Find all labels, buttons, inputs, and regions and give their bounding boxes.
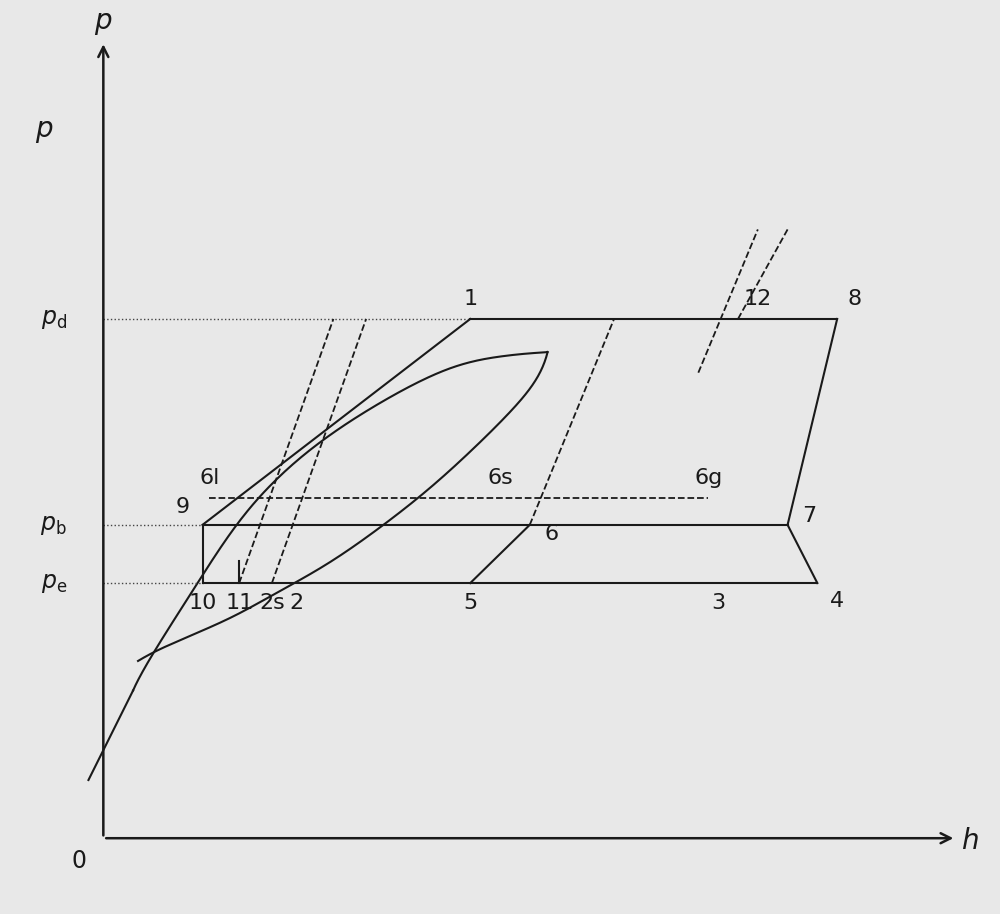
- Text: 6l: 6l: [199, 468, 220, 488]
- Text: $p_\mathrm{b}$: $p_\mathrm{b}$: [40, 513, 67, 537]
- Text: 2: 2: [290, 593, 304, 612]
- Text: $p_\mathrm{d}$: $p_\mathrm{d}$: [41, 307, 67, 331]
- Text: 10: 10: [188, 593, 217, 612]
- Text: 5: 5: [463, 593, 477, 612]
- Text: 3: 3: [711, 593, 725, 612]
- Text: 0: 0: [71, 848, 86, 873]
- Text: $p_\mathrm{e}$: $p_\mathrm{e}$: [41, 571, 67, 595]
- Text: 9: 9: [176, 497, 190, 517]
- Text: $h$: $h$: [961, 827, 979, 855]
- Text: 8: 8: [848, 289, 862, 309]
- Text: 12: 12: [744, 289, 772, 309]
- Text: 6: 6: [545, 524, 559, 544]
- Text: $p$: $p$: [94, 9, 113, 37]
- Text: 1: 1: [463, 289, 477, 309]
- Text: 4: 4: [830, 591, 844, 611]
- Text: 6s: 6s: [487, 468, 513, 488]
- Text: 7: 7: [802, 506, 816, 526]
- Text: $p$: $p$: [35, 117, 53, 145]
- Text: 6g: 6g: [694, 468, 722, 488]
- Text: 2s: 2s: [259, 593, 285, 612]
- Text: 11: 11: [225, 593, 253, 612]
